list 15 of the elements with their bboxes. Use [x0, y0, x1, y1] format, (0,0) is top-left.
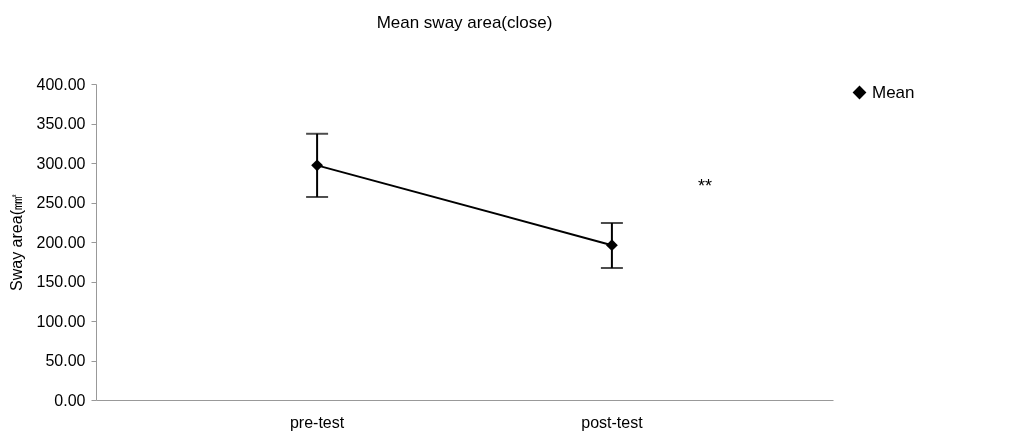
y-axis-title: Sway area(㎟ — [7, 194, 25, 291]
y-tick-label: 300.00 — [36, 154, 86, 172]
y-tick-label: 350.00 — [36, 115, 86, 132]
chart-title: Mean sway area(close) — [376, 13, 553, 32]
legend-label: Mean — [872, 82, 915, 102]
x-tick-label: pre-test — [289, 413, 345, 431]
y-tick-label: 0.00 — [54, 391, 86, 409]
y-tick-label: 400.00 — [36, 75, 86, 93]
x-tick-label: post-test — [581, 413, 644, 431]
y-tick-label: 150.00 — [36, 273, 86, 290]
y-tick-label: 250.00 — [36, 194, 86, 211]
annotation: ** — [697, 176, 713, 196]
y-tick-label: 50.00 — [45, 352, 86, 369]
y-tick-label: 200.00 — [36, 233, 86, 251]
y-tick-label: 100.00 — [36, 312, 86, 330]
